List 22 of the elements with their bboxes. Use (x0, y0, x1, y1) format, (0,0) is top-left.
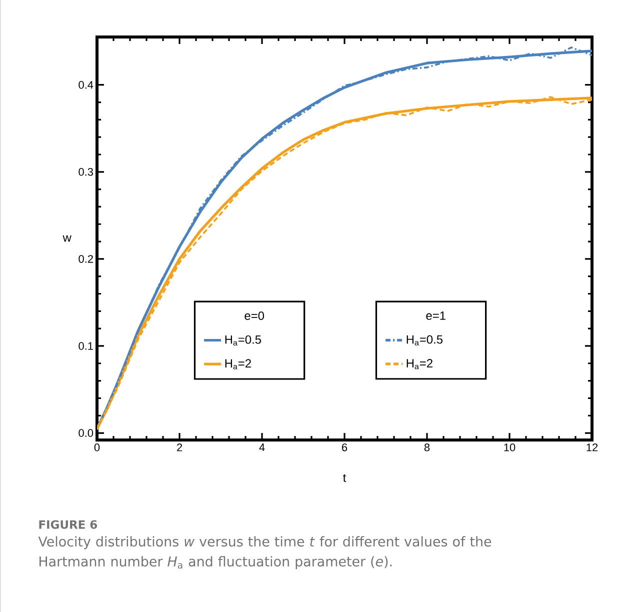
text: FIGURE 6 (39, 520, 97, 529)
y-tick-label: 0.2 (78, 255, 93, 263)
x-tick-label: 2 (177, 444, 182, 452)
x-tick-label: 12 (586, 444, 598, 452)
x-tick-label: 10 (504, 444, 516, 452)
text: Velocity distributions w versus the time t for different values of the Hartmann number H$_{a}$ and fluctuation parameter (e). (38, 536, 492, 570)
text: e=0 (244, 312, 264, 320)
x-axis-title: t (343, 474, 346, 482)
x-tick-label: 4 (259, 444, 265, 452)
text: e=1 (426, 312, 446, 320)
y-tick-label: 0.1 (78, 342, 93, 350)
legend-label: H$_{a}$=0.5 (406, 335, 443, 346)
y-tick-label: 0.3 (78, 168, 94, 176)
y-tick-label: 0.0 (78, 429, 94, 437)
y-axis-title: w (62, 235, 72, 242)
x-tick-label: 6 (342, 444, 348, 452)
y-tick-label: 0.4 (78, 80, 94, 89)
legend-label: H$_{a}$=2 (406, 359, 432, 370)
x-tick-label: 0 (94, 444, 100, 452)
legend-label: H$_{a}$=0.5 (225, 335, 262, 346)
x-tick-label: 8 (424, 444, 430, 452)
legend-label: H$_{a}$=2 (225, 359, 251, 370)
